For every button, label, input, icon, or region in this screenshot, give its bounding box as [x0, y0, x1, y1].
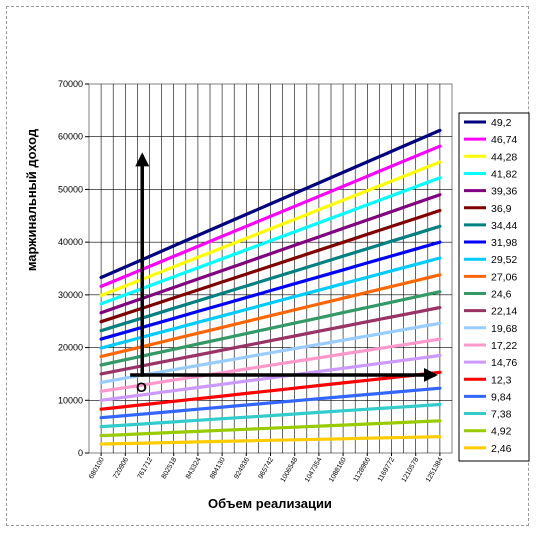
x-tick-label: 1006548	[280, 456, 300, 483]
legend-label: 27,06	[491, 271, 517, 283]
y-tick-label: 0	[78, 448, 83, 458]
legend-label: 14,76	[491, 357, 517, 369]
x-axis-title: Объем реализации	[208, 496, 332, 511]
x-tick-label: 884130	[209, 456, 227, 480]
legend-label: 12,3	[491, 374, 512, 386]
series-line-10	[99, 273, 442, 359]
legend-label: 44,28	[491, 151, 517, 163]
legend-label: 31,98	[491, 237, 517, 249]
series-lines	[99, 128, 442, 446]
x-tick-label: 761712	[136, 456, 154, 480]
legend-label: 29,52	[491, 254, 517, 266]
series-line-4	[99, 176, 442, 306]
x-tick-label: 965742	[257, 456, 275, 480]
x-tick-label: 1210578	[401, 456, 421, 483]
legend-box	[458, 112, 530, 462]
series-line-17	[99, 386, 442, 420]
legend-label: 2,46	[491, 443, 512, 455]
origin-label: О	[136, 379, 147, 395]
series-line-3	[99, 160, 442, 297]
series-line-9	[99, 256, 442, 350]
y-axis-ticks: 0 10000 20000 30000 40000 50000 60000 70000	[58, 79, 89, 458]
legend-label: 19,68	[491, 323, 517, 335]
series-line-8	[99, 240, 442, 341]
series-line-20	[99, 435, 442, 446]
series-line-14	[99, 337, 442, 393]
series-line-15	[99, 353, 442, 402]
y-tick-label: 20000	[58, 343, 83, 353]
legend-label: 36,9	[491, 203, 512, 215]
x-tick-label: 924936	[233, 456, 251, 480]
legend-label: 49,2	[491, 117, 512, 129]
x-tick-label: 1088160	[328, 456, 348, 483]
y-axis-title: маржинальный доход	[24, 128, 39, 271]
x-tick-label: 1251384	[425, 456, 445, 483]
x-tick-label: 843324	[185, 456, 203, 480]
legend-label: 24,6	[491, 289, 512, 301]
legend-label: 41,82	[491, 168, 517, 180]
series-line-7	[99, 224, 442, 333]
legend-label: 22,14	[491, 306, 517, 318]
legend-label: 7,38	[491, 409, 512, 421]
legend-label: 9,84	[491, 391, 512, 403]
x-tick-label: 802518	[161, 456, 179, 480]
x-tick-label: 1047354	[304, 456, 324, 483]
legend: 49,2 46,74 44,28 41,82 39,36 36,9 34,44 31,98 29…	[458, 112, 530, 462]
series-line-2	[99, 144, 442, 288]
y-tick-label: 40000	[58, 237, 83, 247]
y-tick-label: 70000	[58, 79, 83, 89]
x-tick-label: 680100	[88, 456, 106, 480]
series-line-1	[99, 128, 442, 280]
series-line-12	[99, 305, 442, 376]
series-line-18	[99, 402, 442, 429]
legend-label: 34,44	[491, 220, 517, 232]
x-tick-label: 1128966	[353, 456, 372, 483]
y-tick-label: 10000	[58, 395, 83, 405]
annotations: О	[130, 152, 438, 395]
y-tick-label: 30000	[58, 290, 83, 300]
series-line-13	[99, 321, 442, 384]
series-line-19	[99, 419, 442, 438]
series-line-11	[99, 290, 442, 367]
legend-label: 46,74	[491, 134, 517, 146]
x-tick-label: 720906	[112, 456, 130, 480]
series-line-5	[99, 193, 442, 315]
legend-label: 17,22	[491, 340, 517, 352]
legend-label: 39,36	[491, 186, 517, 198]
series-line-6	[99, 208, 442, 324]
legend-label: 4,92	[491, 426, 512, 438]
x-axis-ticks: 680100 720906 761712 802518 843324 884130 9249…	[88, 453, 445, 484]
y-tick-label: 50000	[58, 184, 83, 194]
y-tick-label: 60000	[58, 132, 83, 142]
x-tick-label: 1169772	[377, 456, 396, 483]
series-line-16	[99, 370, 442, 411]
